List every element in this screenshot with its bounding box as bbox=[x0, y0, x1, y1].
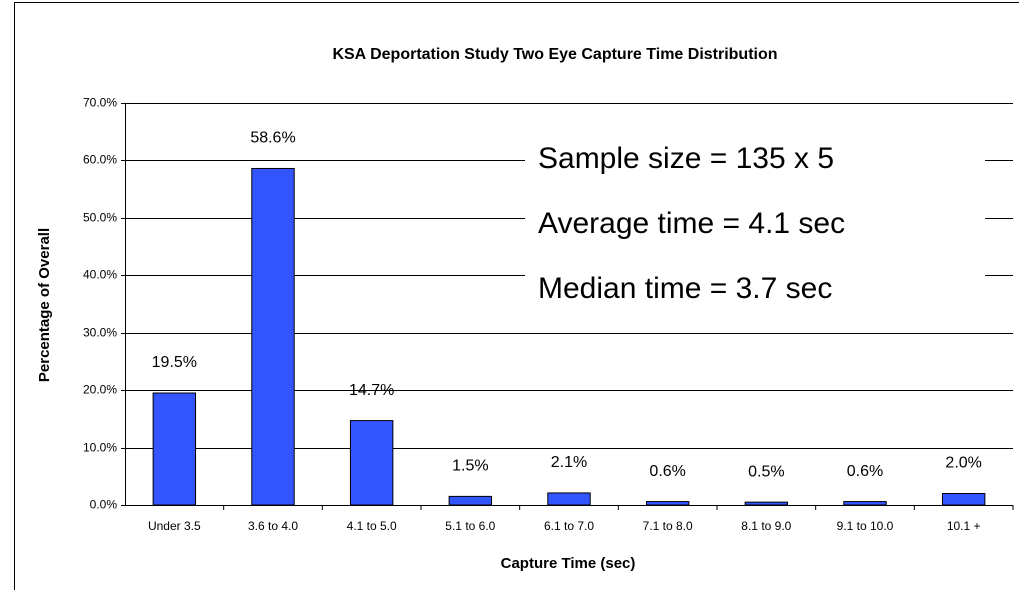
y-tick-label: 30.0% bbox=[83, 326, 117, 340]
x-tick-label: 10.1 + bbox=[947, 519, 981, 533]
bar bbox=[645, 501, 690, 506]
y-tick-label: 60.0% bbox=[83, 153, 117, 167]
bar bbox=[251, 167, 295, 506]
y-tick-label: 40.0% bbox=[83, 268, 117, 282]
bar bbox=[152, 392, 197, 506]
value-label: 19.5% bbox=[152, 354, 197, 371]
bar bbox=[448, 495, 493, 506]
bar bbox=[843, 501, 887, 506]
annotation: Average time = 4.1 sec bbox=[538, 207, 845, 240]
x-tick-label: 8.1 to 9.0 bbox=[741, 519, 791, 533]
y-tick-label: 10.0% bbox=[83, 441, 117, 455]
x-tick-label: 7.1 to 8.0 bbox=[643, 519, 693, 533]
x-tick-label: 4.1 to 5.0 bbox=[347, 519, 397, 533]
y-tick-label: 70.0% bbox=[83, 96, 117, 110]
bar bbox=[547, 492, 591, 506]
value-label: 2.0% bbox=[945, 455, 981, 472]
bar bbox=[349, 420, 394, 506]
x-axis-label: Capture Time (sec) bbox=[501, 555, 636, 572]
value-label: 2.1% bbox=[551, 454, 587, 471]
y-tick-label: 50.0% bbox=[83, 211, 117, 225]
value-label: 1.5% bbox=[452, 458, 488, 475]
x-tick-label: Under 3.5 bbox=[148, 519, 201, 533]
x-tick-label: 5.1 to 6.0 bbox=[445, 519, 495, 533]
value-label: 0.5% bbox=[748, 463, 784, 480]
x-tick-label: 9.1 to 10.0 bbox=[837, 519, 894, 533]
value-label: 0.6% bbox=[649, 463, 685, 480]
y-axis-label: Percentage of Overall bbox=[36, 228, 53, 382]
x-tick-label: 6.1 to 7.0 bbox=[544, 519, 594, 533]
bar bbox=[941, 493, 986, 506]
chart-title: KSA Deportation Study Two Eye Capture Ti… bbox=[332, 46, 777, 63]
value-label: 14.7% bbox=[349, 382, 394, 399]
x-tick-label: 3.6 to 4.0 bbox=[248, 519, 298, 533]
annotation: Sample size = 135 x 5 bbox=[538, 142, 834, 175]
value-label: 58.6% bbox=[250, 130, 295, 147]
annotation-background bbox=[525, 130, 985, 315]
bar bbox=[744, 501, 789, 506]
annotation: Median time = 3.7 sec bbox=[538, 272, 832, 305]
value-label: 0.6% bbox=[847, 463, 883, 480]
y-tick-label: 0.0% bbox=[90, 498, 118, 512]
y-tick-label: 20.0% bbox=[83, 383, 117, 397]
